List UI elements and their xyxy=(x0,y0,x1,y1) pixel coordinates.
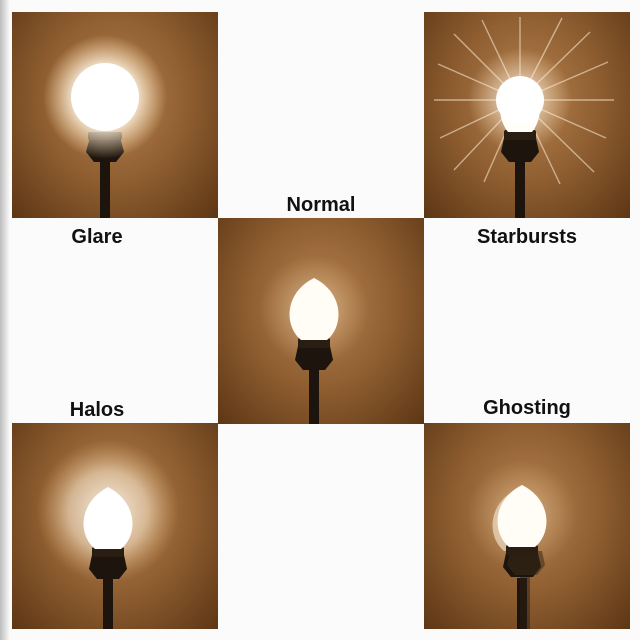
light-bulb-icon xyxy=(43,35,167,218)
normal-label: Normal xyxy=(286,194,356,216)
ghosting-label: Ghosting xyxy=(483,397,571,419)
light-bulb-icon xyxy=(259,255,369,424)
edge-shadow xyxy=(0,0,10,640)
glare-label: Glare xyxy=(71,226,123,248)
halos-photo xyxy=(12,423,218,629)
normal-photo xyxy=(218,218,424,424)
ghosting-photo xyxy=(424,423,630,629)
halos-label: Halos xyxy=(69,399,125,421)
light-bulb-icon xyxy=(467,460,577,629)
glare-photo xyxy=(12,12,218,218)
starbursts-photo xyxy=(424,12,630,218)
light-bulb-icon xyxy=(434,17,614,218)
starbursts-label: Starbursts xyxy=(476,226,578,248)
light-bulb-icon xyxy=(36,439,180,629)
